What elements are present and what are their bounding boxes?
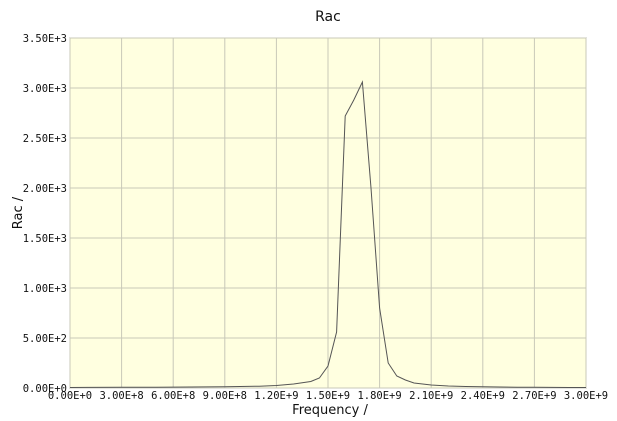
y-tick-label: 5.00E+2	[23, 333, 67, 345]
grid	[69, 37, 587, 389]
x-tick-label: 6.00E+8	[151, 390, 195, 402]
y-tick-label: 0.00E+0	[23, 383, 67, 395]
x-tick-label: 1.50E+9	[306, 390, 350, 402]
x-tick-label: 9.00E+8	[203, 390, 247, 402]
y-axis-ticks: 0.00E+0 5.00E+2 1.00E+3 1.50E+3 2.00E+3 2.50E…	[23, 33, 67, 395]
y-tick-label: 1.50E+3	[23, 233, 67, 245]
y-tick-label: 1.00E+3	[23, 283, 67, 295]
x-tick-label: 2.10E+9	[409, 390, 453, 402]
x-tick-label: 1.80E+9	[357, 390, 401, 402]
x-axis-label: Frequency /	[292, 403, 368, 418]
x-axis-ticks: 0.00E+0 3.00E+8 6.00E+8 9.00E+8 1.20E+9 1.50E…	[48, 390, 608, 402]
x-tick-label: 0.00E+0	[48, 390, 92, 402]
x-tick-label: 3.00E+8	[99, 390, 143, 402]
y-tick-label: 3.50E+3	[23, 33, 67, 45]
x-tick-label: 2.40E+9	[461, 390, 505, 402]
x-tick-label: 1.20E+9	[254, 390, 298, 402]
y-tick-label: 3.00E+3	[23, 83, 67, 95]
x-tick-label: 2.70E+9	[512, 390, 556, 402]
y-tick-label: 2.00E+3	[23, 183, 67, 195]
series-line	[69, 80, 586, 388]
x-tick-label: 3.00E+9	[564, 390, 608, 402]
chart-title: Rac	[315, 9, 341, 25]
y-axis-label: Rac /	[11, 196, 26, 229]
y-tick-label: 2.50E+3	[23, 133, 67, 145]
